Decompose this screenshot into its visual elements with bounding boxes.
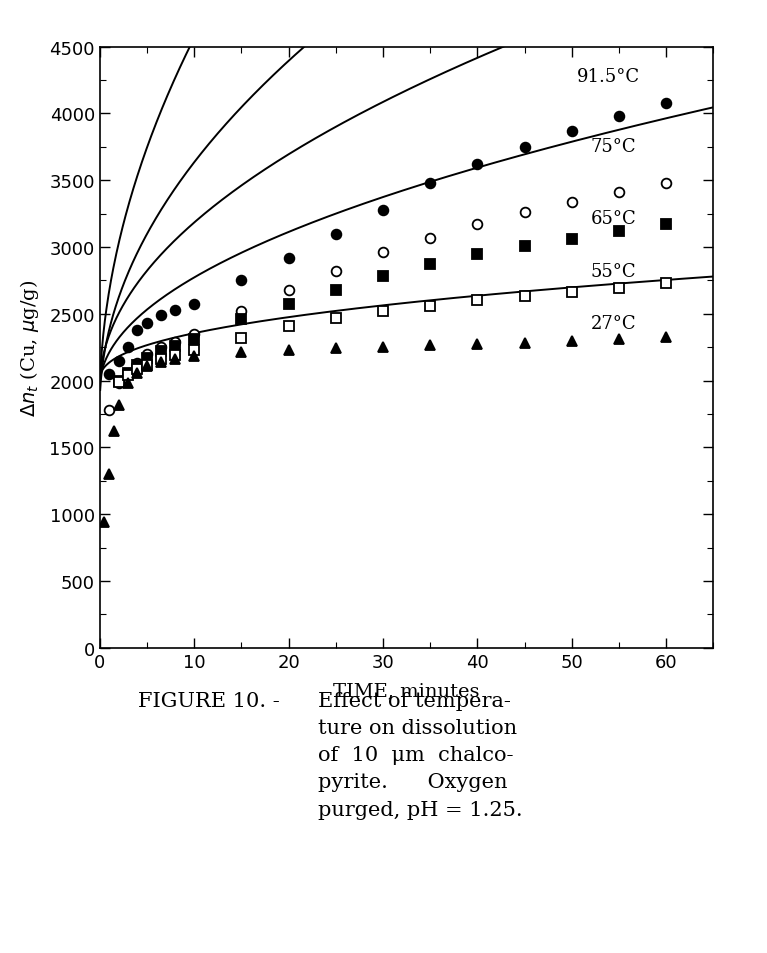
X-axis label: TIME, minutes: TIME, minutes	[333, 682, 480, 700]
Text: 65°C: 65°C	[591, 210, 637, 228]
Text: FIGURE 10. -: FIGURE 10. -	[138, 691, 280, 710]
Text: 91.5°C: 91.5°C	[577, 68, 640, 86]
Y-axis label: $\Delta n_t$ (Cu, $\mu$g/g): $\Delta n_t$ (Cu, $\mu$g/g)	[18, 279, 41, 416]
Text: 55°C: 55°C	[591, 263, 636, 281]
Text: 75°C: 75°C	[591, 137, 636, 155]
Text: Effect of tempera-
ture on dissolution
of  10  μm  chalco-
pyrite.      Oxygen
p: Effect of tempera- ture on dissolution o…	[318, 691, 523, 819]
Text: 27°C: 27°C	[591, 314, 636, 333]
